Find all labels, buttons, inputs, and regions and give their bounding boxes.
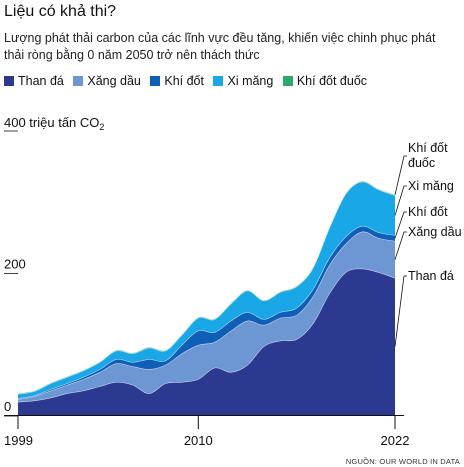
area-xang-dau: [18, 231, 395, 403]
series-label-line: Xăng dầu: [408, 225, 462, 239]
chart-title: Liệu có khả thi?: [4, 3, 117, 20]
separator-khi-dot: [17, 225, 396, 399]
separator-than-da: [17, 268, 396, 403]
area-xi-mang: [18, 181, 395, 399]
y-axis-label-sub: 2: [99, 122, 104, 132]
series-label-khi-dot: Khí đốt: [408, 205, 448, 219]
separator-xang-dau: [17, 231, 396, 400]
legend-swatch-khi-dot-duoc: [282, 76, 293, 86]
x-tick-label-2010: 2010: [184, 433, 213, 448]
x-tick-label-1999: 1999: [4, 433, 33, 448]
area-series-group: [18, 181, 395, 415]
legend-item-xi-mang: Xi măng: [213, 74, 273, 88]
leader-xang-dau: [394, 231, 407, 260]
legend-swatch-xang-dau: [73, 76, 84, 86]
series-label-than-da: Than đá: [408, 269, 454, 283]
source-note: NGUỒN: OUR WORLD IN DATA: [345, 457, 460, 466]
series-label-line: Khí đốt: [408, 205, 448, 219]
leader-xi-mang: [394, 185, 407, 216]
series-label-line: Than đá: [408, 269, 454, 283]
series-label-line: đuốc: [408, 156, 435, 170]
y-tick-label-0: 0: [4, 399, 11, 414]
series-label-khi-dot-duoc: Khí đốt đuốc: [408, 141, 448, 170]
series-label-xang-dau: Xăng dầu: [408, 225, 462, 239]
x-tick-label-2022: 2022: [381, 433, 410, 448]
legend-swatch-xi-mang: [213, 76, 224, 86]
leader-khi-dot-duoc: [394, 155, 407, 195]
legend-label-khi-dot: Khí đốt: [164, 74, 204, 88]
chart-subtitle: Lượng phát thải carbon của các lĩnh vực …: [4, 31, 436, 62]
axes-group: 0 200 400 triệu tấn CO2 1999 2010 2022: [4, 115, 409, 448]
legend-item-khi-dot: Khí đốt: [150, 74, 204, 88]
legend-label-xang-dau: Xăng dầu: [87, 74, 141, 88]
y-tick-label-200: 200: [4, 257, 26, 272]
legend-swatch-than-da: [4, 76, 14, 86]
separator-khi-dot-duoc: [17, 180, 396, 394]
legend-label-khi-dot-duoc: Khí đốt đuốc: [296, 74, 368, 88]
series-label-xi-mang: Xi măng: [408, 179, 454, 193]
y-axis-label-main: 400 triệu tấn CO: [4, 115, 99, 130]
series-separator-group: [17, 180, 396, 403]
legend-label-than-da: Than đá: [18, 74, 64, 88]
series-label-line: Khí đốt: [408, 141, 448, 155]
series-label-line: Xi măng: [408, 179, 454, 193]
legend-item-than-da: Than đá: [4, 74, 64, 88]
legend-item-xang-dau: Xăng dầu: [73, 74, 141, 88]
leader-khi-dot: [394, 211, 407, 239]
y-axis-label: 400 triệu tấn CO2: [4, 115, 104, 132]
area-than-da: [18, 268, 395, 415]
legend-item-khi-dot-duoc: Khí đốt đuốc: [282, 74, 368, 88]
legend-swatch-khi-dot: [150, 76, 161, 86]
leader-than-da: [394, 275, 407, 347]
legend-label-xi-mang: Xi măng: [227, 74, 274, 88]
legend: Than đá Xăng dầu Khí đốt Xi măng Khí đốt…: [4, 74, 373, 88]
